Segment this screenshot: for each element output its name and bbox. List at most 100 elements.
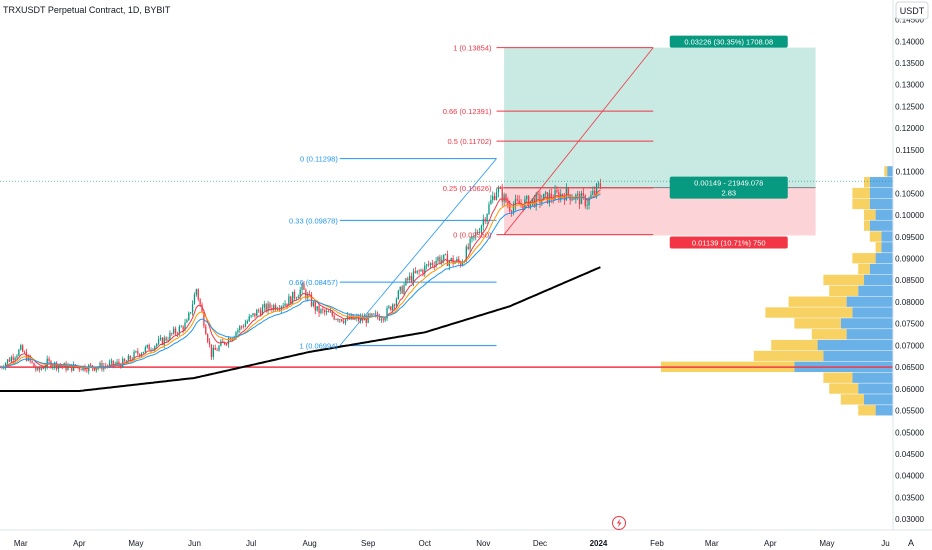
candle-body [86,370,88,372]
candle-body [12,357,14,360]
candle-body [488,204,490,214]
fib-retracement-trend [339,158,497,346]
candle-body [446,254,449,266]
currency-button[interactable]: USDT [895,1,929,20]
candle-body [297,296,299,298]
time-tick-label: Dec [533,539,547,548]
candle-body [433,264,435,266]
candle-body [337,318,339,321]
candle-body [199,299,201,305]
candle-body [201,304,203,312]
candle-body [161,337,164,345]
candle-body [537,193,539,195]
candle-body [437,257,439,261]
price-tick-label: 0.04000 [895,472,924,481]
candle-body [29,356,31,361]
candle-body [410,275,413,282]
volume-profile-down-bar [858,263,870,275]
candle-body [341,319,343,322]
fib-retracement-tool[interactable] [339,158,497,347]
candle-body [27,356,29,361]
time-axis[interactable]: Mar Apr May Jun Jul Aug Sep Oct Nov Dec 2024 Feb Mar… [14,539,890,548]
price-tick-label: 0.14500 [895,16,924,25]
candle-body [331,311,333,316]
candle-body [276,309,279,310]
candle-body [135,351,137,352]
candle-body [409,275,411,281]
volume-profile-down-bar [788,296,847,307]
candle-body [18,349,20,356]
volume-profile-down-bar [869,231,882,242]
candle-body [280,306,282,310]
chart-title: TRXUSDT Perpetual Contract, 1D, BYBIT [3,5,171,15]
candle-body [484,219,486,222]
candle-body [335,318,337,320]
position-entry-label-text: 2.83 [721,189,736,198]
tradingview-bolt-icon[interactable] [612,516,626,530]
candle-body [171,332,173,334]
candle-body [220,341,222,346]
time-tick-label: 2024 [590,539,608,548]
candle-body [37,367,39,370]
candle-body [46,358,48,367]
candle-body [35,367,37,370]
candle-body [208,341,211,345]
candle-body [580,193,583,205]
candle-body [465,246,467,262]
candle-body [344,319,347,323]
candle-body [556,190,558,193]
candle-body [235,332,237,337]
candle-body [188,312,190,321]
candle-body [156,343,158,347]
candle-body [435,260,437,266]
time-tick-label: Apr [764,539,777,548]
candle-body [348,315,350,320]
volume-profile-down-bar [811,329,847,340]
candle-body [254,313,256,317]
candle-body [180,326,182,328]
candle-body [420,269,422,272]
candle-body [444,254,447,256]
candle-body [222,341,224,343]
price-tick-label: 0.05000 [895,428,924,437]
candle-body [89,365,92,366]
candle-body [586,205,588,207]
auto-scale-button[interactable]: A [908,538,914,548]
candle-body [307,294,309,299]
candle-body [240,326,243,328]
candle-body [475,232,477,236]
candle-body [173,328,175,334]
candle-body [418,270,420,272]
price-tick-label: 0.13000 [895,81,924,90]
candle-body [250,315,252,317]
candle-body [371,313,373,316]
volume-profile-up-bar [869,198,893,210]
candle-body [369,313,371,316]
volume-profile-up-bar [864,274,893,286]
candle-body [584,195,586,207]
candle-body [274,305,277,310]
candle-body [282,305,284,307]
sma-long-line [0,266,601,392]
time-tick-label: Mar [705,539,719,548]
currency-label: USDT [900,6,925,16]
price-tick-label: 0.12500 [895,102,924,111]
price-axis[interactable]: 0.14500 0.14000 0.13500 0.13000 0.12500 0.120… [895,16,924,525]
candle-body [129,355,131,360]
volume-profile-down-bar [829,285,859,296]
candle-body [401,286,403,294]
candle-body [333,315,335,320]
candle-body [424,265,426,274]
candle-body [329,311,332,313]
candle-body [48,358,50,362]
candle-body [301,284,303,290]
candle-body [299,289,301,297]
candle-body [544,192,547,194]
volume-profile-up-bar [875,209,893,220]
candle-body [352,315,354,320]
candle-body [439,257,441,263]
price-tick-label: 0.14000 [895,37,924,46]
candle-body [416,270,418,273]
candle-body [42,368,45,370]
